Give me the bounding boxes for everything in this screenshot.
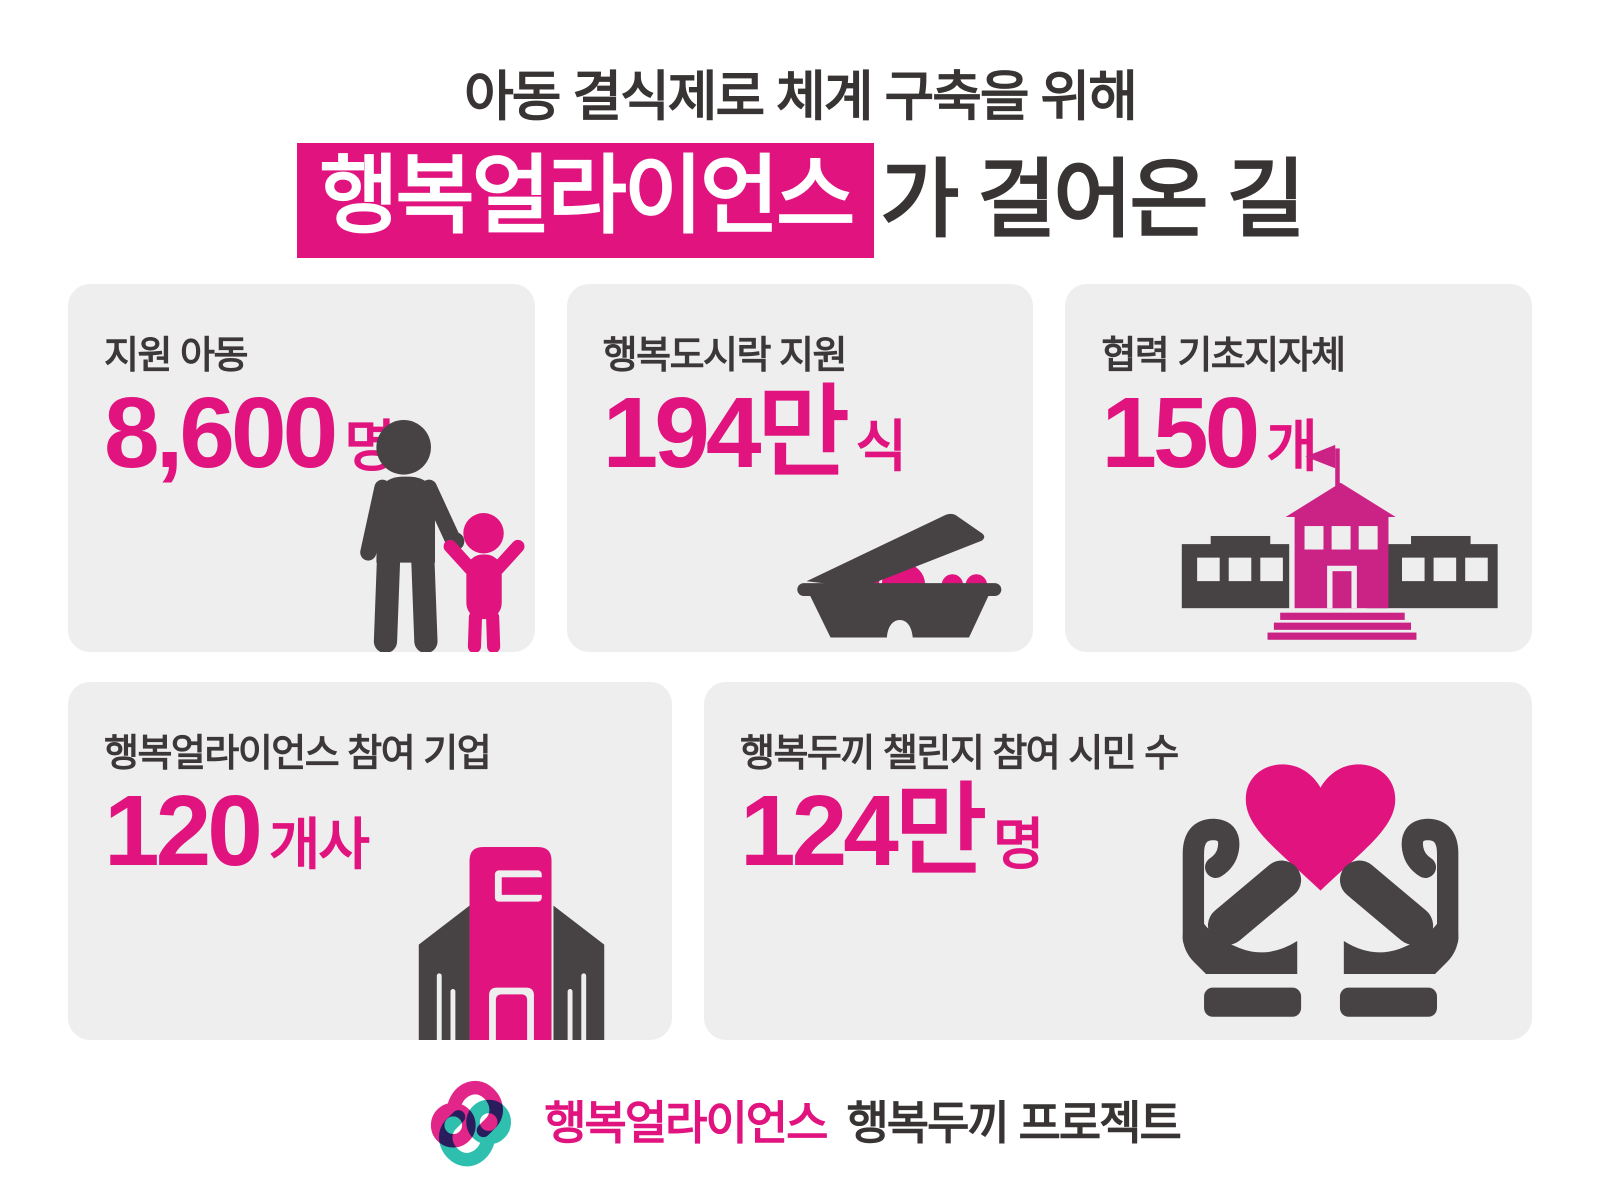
hands-heart-icon — [1182, 763, 1470, 1026]
card-value-unit: 개 — [1266, 415, 1318, 478]
page-subtitle: 아동 결식제로 체계 구축을 위해 — [464, 67, 1138, 127]
alliance-loops-logo — [431, 1080, 512, 1167]
card-value: 150 개 — [1101, 377, 1532, 489]
card-lunchbox-support: 행복도시락 지원 194만 식 — [566, 284, 1034, 652]
card-label: 협력 기초지자체 — [1101, 335, 1346, 377]
card-label: 행복도시락 지원 — [602, 335, 848, 377]
card-partner-municipalities: 협력 기초지자체 150 개 — [1065, 284, 1533, 652]
card-value: 194만 식 — [602, 377, 1034, 489]
card-value-number: 124만 — [740, 775, 987, 887]
card-supported-children: 지원 아동 8,600 명 — [68, 284, 535, 652]
card-value: 120 개사 — [104, 775, 672, 887]
parent-child-icon — [359, 420, 525, 652]
card-label: 행복두끼 챌린지 참여 시민 수 — [740, 733, 1179, 775]
card-value-number: 120 — [104, 775, 263, 887]
card-value-unit: 명 — [992, 813, 1045, 876]
card-label: 지원 아동 — [104, 335, 248, 377]
card-value-unit: 개사 — [268, 813, 370, 876]
footer: 행복얼라이언스 행복두끼 프로젝트 — [0, 1068, 1600, 1172]
stats-row-2: 행복얼라이언스 참여 기업 120 개사 행복두끼 챌린지 참여 시민 수 — [68, 682, 1532, 1040]
card-value-unit: 식 — [855, 415, 908, 478]
page-title: 행복얼라이언스 가 걸어온 길 — [0, 143, 1600, 258]
header: 아동 결식제로 체계 구축을 위해 행복얼라이언스 가 걸어온 길 — [0, 52, 1600, 258]
card-label: 행복얼라이언스 참여 기업 — [104, 733, 492, 775]
stats-row-1: 지원 아동 8,600 명 — [68, 284, 1533, 652]
page-title-rest: 가 걸어온 길 — [880, 152, 1305, 248]
footer-brand-name: 행복얼라이언스 — [544, 1097, 828, 1149]
page-title-highlight: 행복얼라이언스 — [297, 143, 875, 258]
footer-project-name: 행복두끼 프로젝트 — [846, 1097, 1181, 1149]
company-building-icon — [418, 846, 605, 1040]
lunchbox-icon — [797, 514, 1002, 638]
card-member-companies: 행복얼라이언스 참여 기업 120 개사 — [68, 682, 672, 1040]
card-value-number: 150 — [1101, 377, 1260, 489]
card-value: 124만 명 — [740, 775, 1532, 887]
card-value-number: 8,600 — [104, 377, 338, 489]
school-building-icon — [1181, 445, 1498, 641]
card-value-number: 194만 — [602, 377, 850, 489]
card-challenge-citizens: 행복두끼 챌린지 참여 시민 수 124만 명 — [704, 682, 1532, 1040]
